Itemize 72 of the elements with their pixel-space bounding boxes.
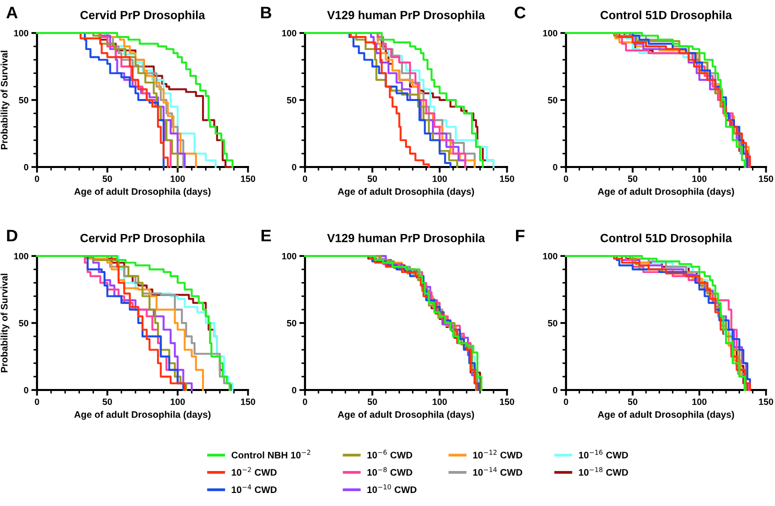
y-tick-label: 0 [553,386,558,394]
legend-label: 10$^{−14}$ CWD [473,467,522,476]
y-tick-label: 100 [543,252,558,260]
x-axis-title: Age of adult Drosophila (days) [598,188,734,197]
y-axis-title: Probability of Survival [0,50,10,150]
text: A [6,6,18,18]
y-tick-label: 50 [286,96,296,104]
text: B [261,6,272,18]
x-tick-label: 50 [628,398,638,405]
x-tick-label: 100 [170,398,185,405]
text: E [262,230,271,242]
chart-title: Control 51D Drosophila [600,234,732,245]
x-tick-label: 0 [34,398,40,405]
x-tick-label: 150 [241,176,256,182]
x-axis-title: Age of adult Drosophila (days) [338,410,474,420]
x-axis-title: Age of adult Drosophila (days) [74,188,211,197]
y-tick-label: 0 [553,164,558,170]
legend-label: 10$^{−10}$ CWD [367,484,416,494]
y-tick-label: 0 [24,386,28,394]
y-tick-label: 100 [14,252,28,260]
chart-title: Cervid PrP Drosophila [80,10,206,22]
x-tick-label: 0 [564,398,568,405]
x-tick-label: 0 [302,398,308,405]
x-tick-label: 50 [102,398,112,405]
y-tick-label: 50 [18,320,28,326]
x-tick-label: 150 [759,398,774,405]
legend-label: 10$^{−12}$ CWD [473,450,522,458]
text: D [7,230,18,242]
x-tick-label: 50 [628,176,638,182]
x-tick-label: 50 [102,176,112,182]
legend-label: 10$^{−4}$ CWD [232,484,277,494]
x-tick-label: 150 [500,398,514,405]
x-axis-title: Age of adult Drosophila (days) [338,188,474,197]
y-tick-label: 50 [286,320,296,326]
x-tick-label: 150 [759,176,774,182]
x-tick-label: 100 [432,398,447,405]
chart-title: V129 human PrP Drosophila [327,234,486,245]
y-tick-label: 0 [292,164,296,170]
x-tick-label: 100 [170,176,185,182]
y-tick-label: 50 [548,96,558,104]
x-tick-label: 0 [34,176,40,182]
chart-title: Control 51D Drosophila [600,10,732,22]
x-tick-label: 100 [692,176,706,182]
y-tick-label: 0 [292,386,296,394]
legend-label: 10$^{−2}$ CWD [232,467,277,476]
y-tick-label: 100 [282,30,296,36]
x-tick-label: 50 [368,398,377,405]
y-tick-label: 50 [548,320,558,326]
chart-title: V129 human PrP Drosophila [327,10,486,22]
text: F [516,230,524,242]
x-tick-label: 0 [564,176,568,182]
y-tick-label: 0 [24,164,28,170]
legend-label: 10$^{−8}$ CWD [367,467,412,476]
x-axis-title: Age of adult Drosophila (days) [74,410,211,420]
x-tick-label: 50 [368,176,377,182]
y-tick-label: 100 [14,30,28,36]
chart-title: Cervid PrP Drosophila [80,234,206,245]
x-axis-title: Age of adult Drosophila (days) [598,410,734,420]
y-tick-label: 50 [18,96,28,104]
y-axis-title: Probability of Survival [0,274,10,372]
legend-label: Control NBH 10$^{−2}$ [232,450,310,458]
legend-label: 10$^{−18}$ CWD [578,467,628,476]
x-tick-label: 150 [500,176,514,182]
x-tick-label: 100 [692,398,706,405]
x-tick-label: 100 [432,176,447,182]
legend-label: 10$^{−16}$ CWD [578,450,628,458]
x-tick-label: 150 [241,398,256,405]
x-tick-label: 0 [302,176,308,182]
legend-label: 10$^{−6}$ CWD [367,450,412,458]
text: C [514,6,526,18]
y-tick-label: 100 [282,252,296,260]
y-tick-label: 100 [543,30,558,36]
